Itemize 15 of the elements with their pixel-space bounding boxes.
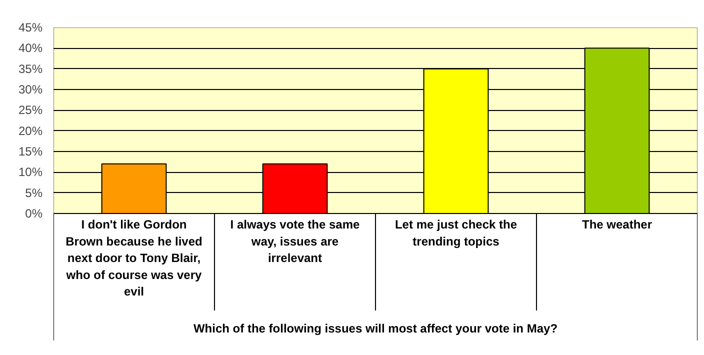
x-tick-label: I always vote the same way, issues are irrelevant	[230, 218, 360, 266]
y-tick-label: 25%	[18, 103, 43, 118]
x-axis-title: Which of the following issues will most affect your vote in May?	[193, 322, 558, 336]
y-tick-label: 35%	[18, 62, 43, 76]
y-tick-label: 0%	[25, 206, 43, 220]
y-tick-label: 5%	[25, 186, 43, 200]
y-tick-label: 15%	[18, 144, 43, 158]
x-tick-label: The weather	[582, 218, 652, 232]
y-tick-label: 10%	[18, 165, 43, 180]
x-tick-label: Let me just check the trending topics	[394, 218, 518, 248]
y-tick-label: 40%	[18, 41, 43, 56]
y-tick-label: 45%	[18, 20, 43, 34]
x-tick-label: I don't like Gordon Brown because he lived next door to Tony Blair, who of course was very evil	[65, 218, 202, 299]
y-tick-label: 30%	[18, 82, 43, 96]
y-tick-label: 20%	[18, 124, 43, 138]
